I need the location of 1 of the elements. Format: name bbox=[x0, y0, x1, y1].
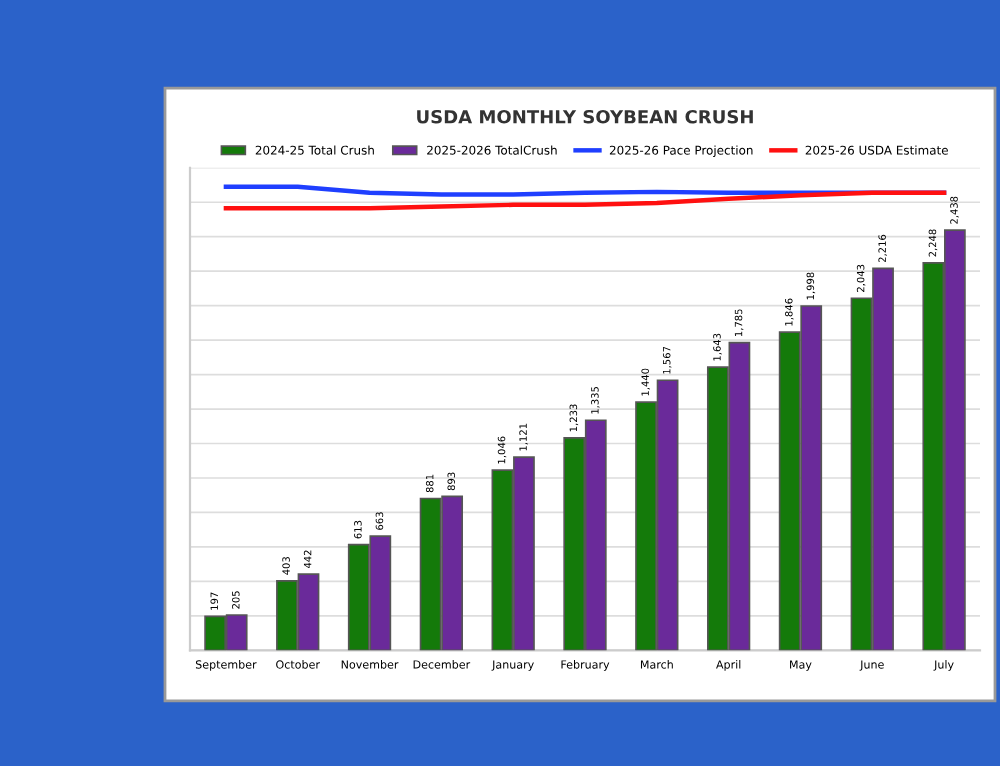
chart-title: USDA MONTHLY SOYBEAN CRUSH bbox=[417, 109, 753, 124]
